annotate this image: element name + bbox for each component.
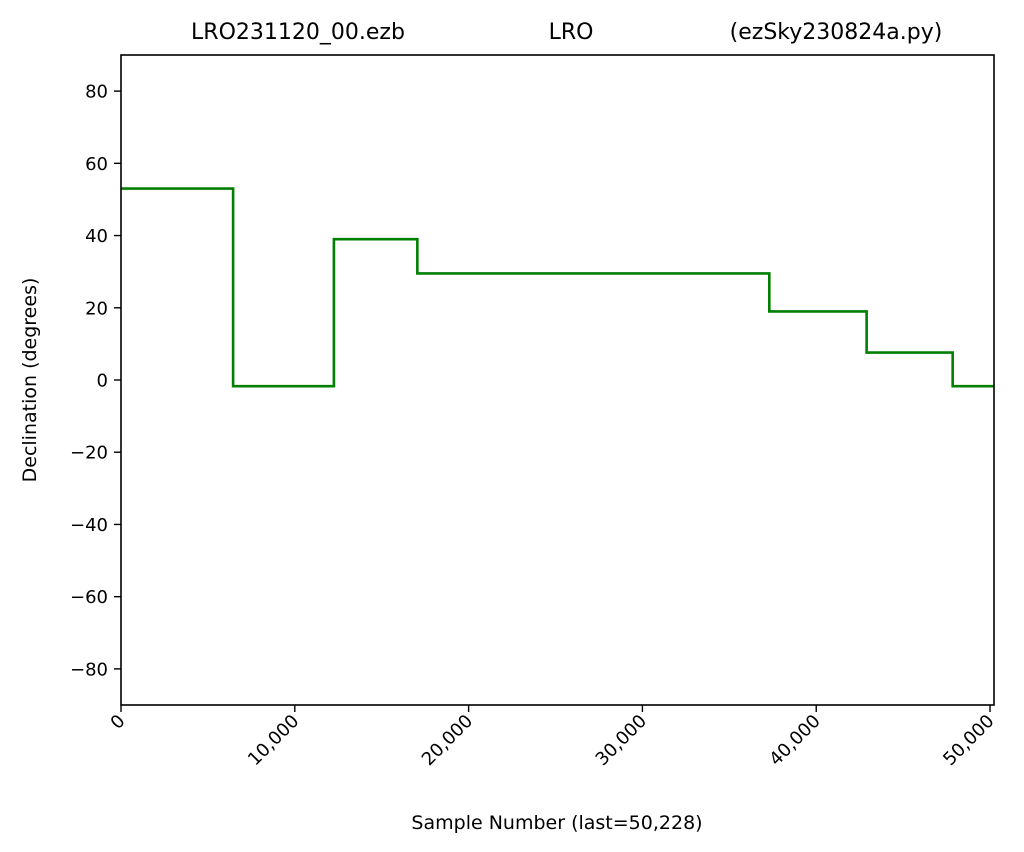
- plot-frame: [120, 54, 995, 706]
- x-axis: 0 10,000 20,000 30,000 40,000 50,000: [107, 705, 999, 770]
- x-tick-label: 20,000: [418, 711, 477, 770]
- series-line-0: [121, 187, 994, 388]
- x-tick-label: 30,000: [592, 711, 651, 770]
- y-tick-label: −20: [70, 443, 108, 464]
- y-tick-label: −80: [70, 659, 108, 680]
- chart-title-observatory: LRO: [549, 20, 594, 45]
- plot-area: [120, 54, 995, 706]
- y-axis-label: Declination (degrees): [19, 278, 41, 483]
- x-tick-label: 0: [107, 711, 130, 734]
- y-tick-label: 40: [85, 226, 108, 247]
- chart-title-filename: LRO231120_00.ezb: [191, 20, 405, 45]
- y-tick-label: 60: [85, 154, 108, 175]
- x-tick-label: 50,000: [939, 711, 998, 770]
- chart-title-script: (ezSky230824a.py): [730, 20, 943, 45]
- y-axis: 80 60 40 20 0 −20 −40 −60 −80: [70, 82, 121, 680]
- y-tick-label: −60: [70, 587, 108, 608]
- x-axis-label: Sample Number (last=50,228): [411, 812, 702, 834]
- y-tick-label: 20: [85, 298, 108, 319]
- y-tick-label: 80: [85, 82, 108, 103]
- x-tick-label: 40,000: [765, 711, 824, 770]
- y-tick-label: 0: [97, 371, 108, 392]
- y-tick-label: −40: [70, 515, 108, 536]
- x-tick-label: 10,000: [244, 711, 303, 770]
